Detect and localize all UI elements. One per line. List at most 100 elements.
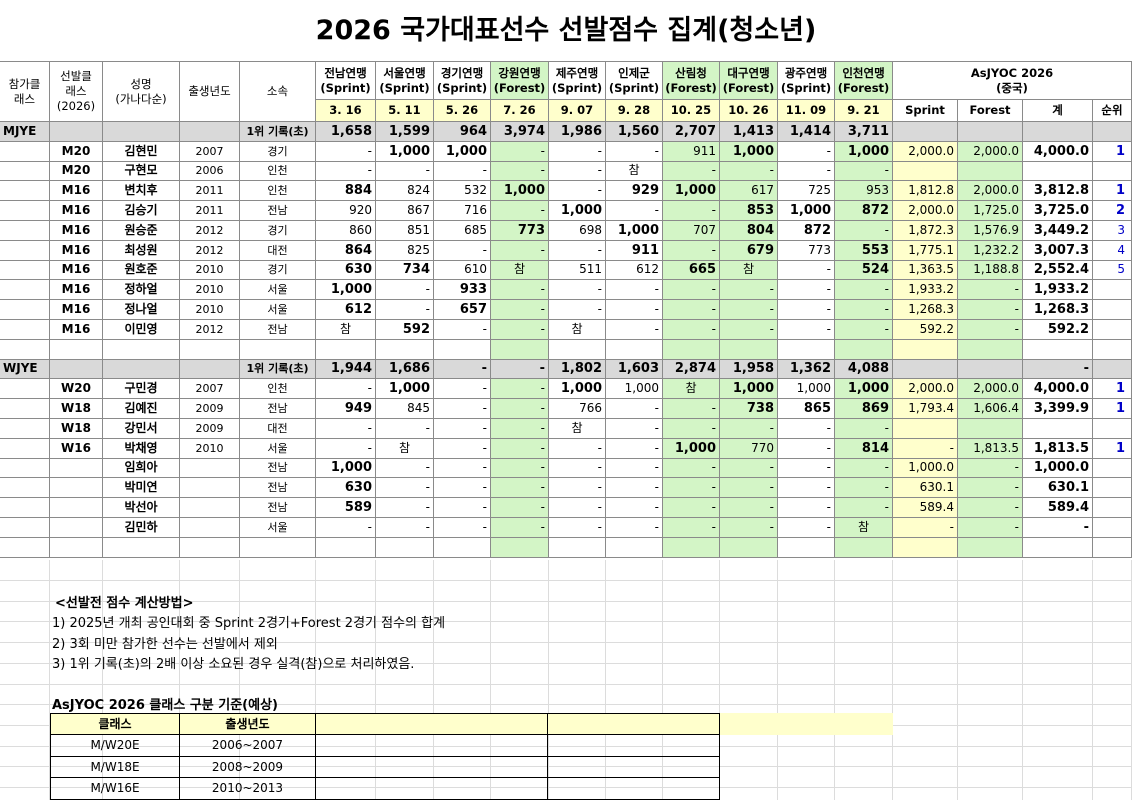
empty-cell bbox=[316, 778, 548, 800]
cell: - bbox=[316, 438, 376, 459]
cell: - bbox=[958, 518, 1023, 538]
cell: - bbox=[606, 201, 663, 221]
empty-cell bbox=[1023, 339, 1093, 360]
cell: 1,000 bbox=[376, 141, 434, 162]
cell: - bbox=[549, 300, 606, 320]
header-cell: 전남연맹 (Sprint) bbox=[316, 62, 376, 100]
cell: - bbox=[491, 419, 549, 439]
cell: M20 bbox=[50, 161, 103, 182]
subheader-cell: 9. 07 bbox=[549, 100, 606, 122]
empty-cell bbox=[316, 735, 548, 757]
empty-cell bbox=[50, 458, 103, 479]
header-cell: 서울연맹 (Sprint) bbox=[376, 62, 434, 100]
cell: 2011 bbox=[180, 181, 240, 202]
empty-cell bbox=[376, 537, 434, 558]
empty-cell bbox=[1023, 122, 1093, 142]
cell: 2,000.0 bbox=[958, 379, 1023, 400]
cell: 612 bbox=[316, 300, 376, 320]
cell: 1,599 bbox=[376, 122, 434, 142]
empty-cell bbox=[893, 339, 958, 360]
cell: 1 bbox=[1093, 379, 1132, 400]
cell: 인천 bbox=[240, 161, 316, 182]
cell: M16 bbox=[50, 240, 103, 261]
gridline bbox=[834, 560, 835, 800]
cell: 1,000 bbox=[835, 141, 893, 162]
cell: 1 bbox=[1093, 399, 1132, 419]
cell: - bbox=[491, 458, 549, 479]
cell: - bbox=[606, 478, 663, 499]
empty-cell bbox=[180, 458, 240, 479]
gridline bbox=[605, 560, 606, 800]
cell: W16 bbox=[50, 438, 103, 459]
cell: 1,944 bbox=[316, 359, 376, 380]
cell: - bbox=[720, 280, 778, 301]
cell: - bbox=[549, 478, 606, 499]
empty-cell bbox=[50, 518, 103, 538]
cell: 1,000 bbox=[316, 458, 376, 479]
cell: - bbox=[434, 399, 491, 419]
cell: - bbox=[893, 438, 958, 459]
cell: 1,188.8 bbox=[958, 260, 1023, 281]
cell: - bbox=[663, 240, 720, 261]
cell: 3,974 bbox=[491, 122, 549, 142]
empty-cell bbox=[606, 339, 663, 360]
cell: 박미연 bbox=[103, 478, 180, 499]
cell: 1,000 bbox=[778, 379, 835, 400]
cell: - bbox=[434, 379, 491, 400]
cell: 3,449.2 bbox=[1023, 221, 1093, 241]
subheader-cell: 순위 bbox=[1093, 100, 1132, 122]
empty-cell bbox=[0, 300, 50, 320]
cell: - bbox=[316, 518, 376, 538]
gridline bbox=[239, 560, 240, 800]
cell: 전남 bbox=[240, 498, 316, 518]
cell: 1위 기록(초) bbox=[240, 359, 316, 380]
cell: 변치후 bbox=[103, 181, 180, 202]
cell: 4,000.0 bbox=[1023, 379, 1093, 400]
empty-cell bbox=[1093, 518, 1132, 538]
cell: - bbox=[491, 498, 549, 518]
empty-cell bbox=[958, 339, 1023, 360]
cell: 2006 bbox=[180, 161, 240, 182]
empty-cell bbox=[663, 537, 720, 558]
header-cell: 강원연맹 (Forest) bbox=[491, 62, 549, 100]
cell: 872 bbox=[778, 221, 835, 241]
empty-cell bbox=[434, 537, 491, 558]
cell: - bbox=[778, 161, 835, 182]
cell: 698 bbox=[549, 221, 606, 241]
cell: 1,813.5 bbox=[958, 438, 1023, 459]
header-cell: 제주연맹 (Sprint) bbox=[549, 62, 606, 100]
empty-cell bbox=[778, 339, 835, 360]
empty-cell bbox=[0, 141, 50, 162]
note-line: 2) 3회 미만 참가한 선수는 선발에서 제외 bbox=[52, 636, 278, 652]
cell: 553 bbox=[835, 240, 893, 261]
cell: 참 bbox=[835, 518, 893, 538]
empty-cell bbox=[180, 478, 240, 499]
empty-cell bbox=[50, 122, 103, 142]
cell: - bbox=[491, 201, 549, 221]
class-cell: M/W18E bbox=[50, 756, 180, 779]
cell: - bbox=[316, 161, 376, 182]
cell: 참 bbox=[491, 260, 549, 281]
cell: 2,000.0 bbox=[958, 141, 1023, 162]
cell: - bbox=[549, 280, 606, 301]
cell: - bbox=[606, 280, 663, 301]
cell: - bbox=[549, 141, 606, 162]
empty-cell bbox=[720, 537, 778, 558]
cell: - bbox=[663, 498, 720, 518]
cell: 589.4 bbox=[1023, 498, 1093, 518]
cell: - bbox=[720, 419, 778, 439]
cell: 박채영 bbox=[103, 438, 180, 459]
cell: 592 bbox=[376, 320, 434, 340]
cell: - bbox=[491, 379, 549, 400]
cell: 전남 bbox=[240, 201, 316, 221]
cell: 1,000 bbox=[491, 181, 549, 202]
cell: - bbox=[720, 320, 778, 340]
cell: 766 bbox=[549, 399, 606, 419]
cell: 884 bbox=[316, 181, 376, 202]
cell: 773 bbox=[491, 221, 549, 241]
gridline bbox=[1092, 560, 1093, 800]
cell: 1,000 bbox=[720, 379, 778, 400]
cell: - bbox=[316, 141, 376, 162]
cell: M16 bbox=[50, 260, 103, 281]
